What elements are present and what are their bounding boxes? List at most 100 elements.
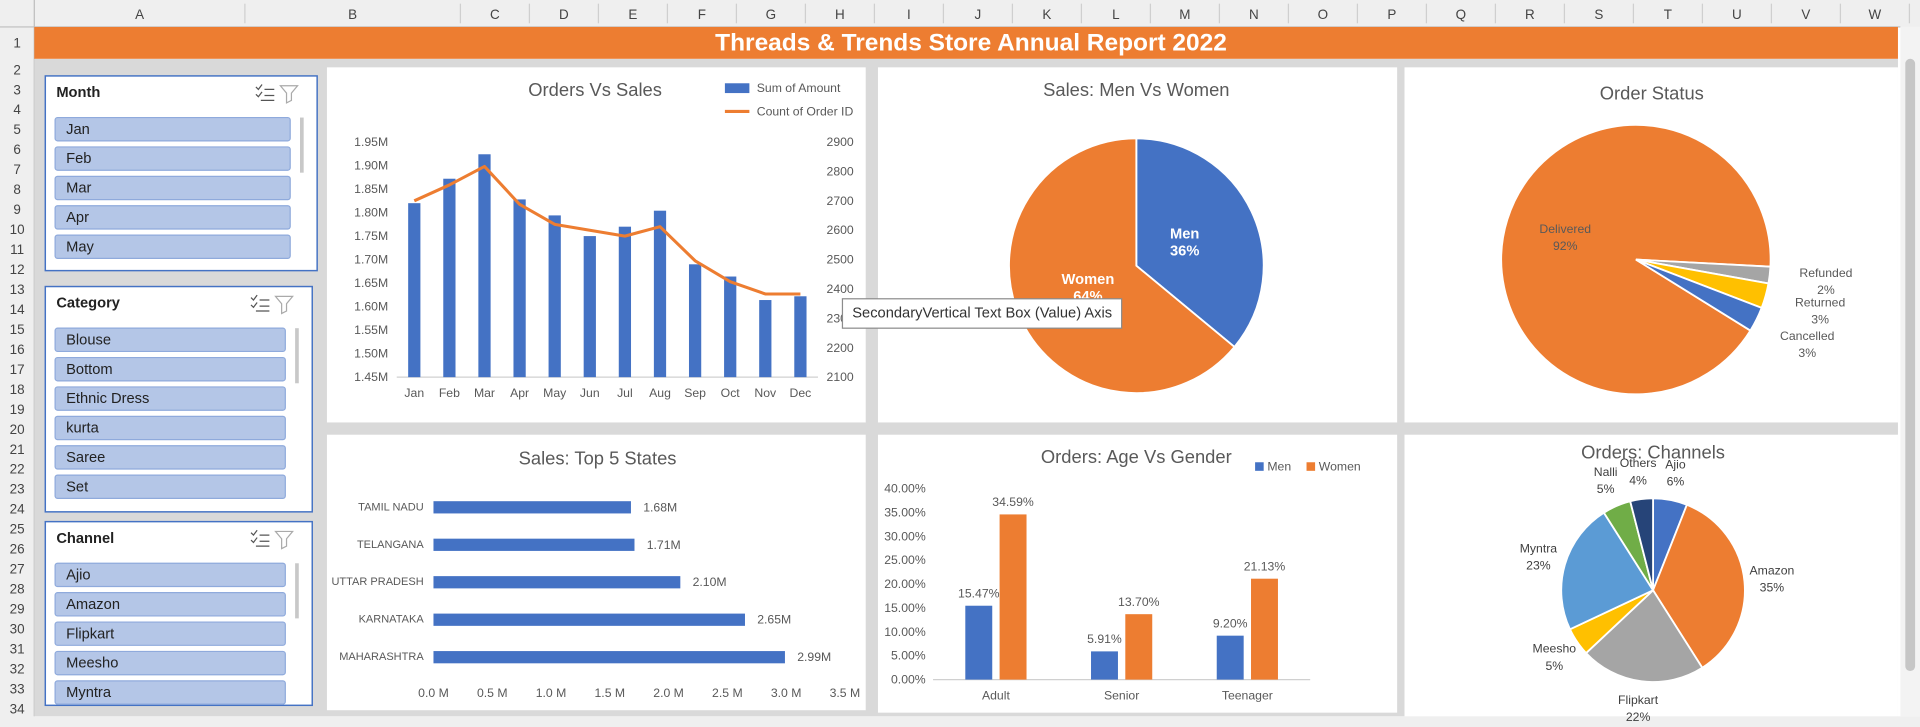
- row-header[interactable]: 16: [10, 342, 25, 357]
- row-header[interactable]: 24: [10, 502, 25, 517]
- column-header[interactable]: F: [698, 7, 706, 22]
- slicer-item[interactable]: [54, 680, 286, 705]
- column-header[interactable]: W: [1869, 7, 1882, 22]
- clear-filter-icon[interactable]: [274, 295, 294, 315]
- column-header[interactable]: N: [1249, 7, 1259, 22]
- row-header[interactable]: 2: [13, 62, 20, 77]
- row-header[interactable]: 19: [10, 402, 25, 417]
- slicer-item[interactable]: [54, 621, 286, 646]
- column-header[interactable]: C: [490, 7, 500, 22]
- row-header[interactable]: 26: [10, 542, 25, 557]
- row-header[interactable]: 13: [10, 282, 25, 297]
- slicer-item-label[interactable]: Amazon: [66, 597, 120, 613]
- horizontal-scrollbar[interactable]: [0, 716, 1920, 727]
- column-header[interactable]: U: [1732, 7, 1742, 22]
- row-header[interactable]: 3: [13, 82, 20, 97]
- slicer-item[interactable]: [54, 386, 286, 411]
- slicer-item-label[interactable]: Myntra: [66, 685, 112, 701]
- row-header[interactable]: 15: [10, 322, 25, 337]
- slicer-item[interactable]: [54, 116, 291, 142]
- row-header[interactable]: 10: [10, 222, 25, 237]
- multi-select-icon[interactable]: [250, 294, 270, 312]
- slicer-item-label[interactable]: Apr: [66, 210, 89, 226]
- column-header[interactable]: R: [1525, 7, 1535, 22]
- slicer-item-label[interactable]: Ajio: [66, 568, 91, 584]
- slicer-scrollbar[interactable]: [295, 328, 299, 384]
- row-header[interactable]: 31: [10, 641, 25, 656]
- slicer-item[interactable]: [54, 445, 286, 470]
- row-header[interactable]: 28: [10, 582, 25, 597]
- column-header[interactable]: J: [975, 7, 982, 22]
- row-header[interactable]: 20: [10, 422, 25, 437]
- row-header[interactable]: 7: [13, 162, 20, 177]
- row-header[interactable]: 34: [10, 701, 25, 716]
- slicer-item-label[interactable]: Mar: [66, 181, 91, 197]
- column-header[interactable]: E: [628, 7, 637, 22]
- clear-filter-icon[interactable]: [274, 530, 294, 550]
- row-header[interactable]: 23: [10, 482, 25, 497]
- slicer-item[interactable]: [54, 327, 286, 353]
- row-header[interactable]: 5: [13, 122, 20, 137]
- row-header[interactable]: 32: [10, 661, 25, 676]
- row-header[interactable]: 6: [13, 142, 20, 157]
- clear-filter-icon[interactable]: [279, 85, 299, 104]
- slicer-scrollbar[interactable]: [295, 563, 299, 619]
- row-header[interactable]: 12: [10, 262, 25, 277]
- scrollbar-thumb[interactable]: [1905, 58, 1916, 672]
- column-header[interactable]: T: [1664, 7, 1672, 22]
- slicer-item-label[interactable]: Ethnic Dress: [66, 391, 149, 407]
- column-header[interactable]: H: [835, 7, 845, 22]
- slicer-item[interactable]: [54, 146, 291, 171]
- slicer-item[interactable]: [54, 234, 291, 259]
- column-header[interactable]: G: [766, 7, 776, 22]
- slicer-item[interactable]: [54, 415, 286, 441]
- row-header[interactable]: 22: [10, 462, 25, 477]
- row-header[interactable]: 8: [13, 182, 20, 197]
- column-header[interactable]: B: [348, 7, 357, 22]
- column-header[interactable]: S: [1594, 7, 1603, 22]
- slicer-item-label[interactable]: Flipkart: [66, 626, 114, 642]
- row-header[interactable]: 17: [10, 362, 25, 377]
- column-header[interactable]: D: [559, 7, 569, 22]
- column-header[interactable]: V: [1801, 7, 1810, 22]
- row-header[interactable]: 1: [13, 35, 20, 50]
- column-header[interactable]: K: [1042, 7, 1051, 22]
- slicer-item-label[interactable]: Blouse: [66, 332, 111, 348]
- row-header[interactable]: 29: [10, 602, 25, 617]
- slicer-item[interactable]: [54, 205, 291, 230]
- slicer-item-label[interactable]: Saree: [66, 450, 105, 466]
- row-header[interactable]: 25: [10, 522, 25, 537]
- row-header[interactable]: 21: [10, 442, 25, 457]
- slicer-item[interactable]: [54, 356, 286, 382]
- column-header[interactable]: O: [1318, 7, 1328, 22]
- row-header[interactable]: 27: [10, 562, 25, 577]
- multi-select-icon[interactable]: [250, 529, 270, 547]
- slicer-item-label[interactable]: Feb: [66, 151, 91, 167]
- row-header[interactable]: 11: [10, 242, 24, 257]
- slicer-item[interactable]: [54, 175, 291, 201]
- slicer-item-label[interactable]: Bottom: [66, 362, 113, 378]
- row-header[interactable]: 33: [10, 681, 25, 696]
- slicer-item[interactable]: [54, 650, 286, 676]
- column-header[interactable]: A: [135, 7, 144, 22]
- column-header[interactable]: Q: [1456, 7, 1466, 22]
- row-header[interactable]: 9: [13, 202, 20, 217]
- column-header[interactable]: M: [1179, 7, 1190, 22]
- slicer-item-label[interactable]: Jan: [66, 122, 90, 138]
- row-header[interactable]: 4: [13, 102, 21, 117]
- slicer-item-label[interactable]: Meesho: [66, 656, 118, 672]
- multi-select-icon[interactable]: [255, 84, 275, 102]
- slicer-item[interactable]: [54, 474, 286, 499]
- slicer-scrollbar[interactable]: [300, 117, 304, 173]
- slicer-item-label[interactable]: Set: [66, 479, 88, 495]
- row-header[interactable]: 18: [10, 382, 25, 397]
- slicer-item-label[interactable]: kurta: [66, 421, 99, 437]
- row-header[interactable]: 30: [10, 622, 25, 637]
- slicer-item[interactable]: [54, 592, 286, 617]
- slicer-item[interactable]: [54, 562, 286, 588]
- column-header[interactable]: I: [907, 7, 911, 22]
- column-header[interactable]: L: [1112, 7, 1120, 22]
- row-header[interactable]: 14: [10, 302, 25, 317]
- column-header[interactable]: P: [1387, 7, 1396, 22]
- slicer-item-label[interactable]: May: [66, 239, 94, 255]
